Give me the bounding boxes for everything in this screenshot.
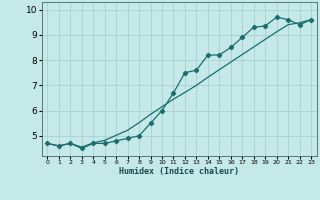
X-axis label: Humidex (Indice chaleur): Humidex (Indice chaleur)	[119, 167, 239, 176]
